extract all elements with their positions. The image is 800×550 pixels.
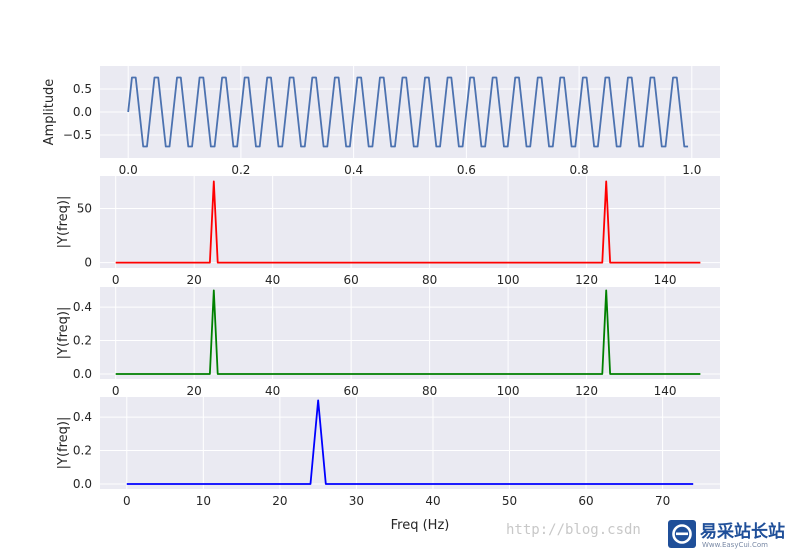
y-tick-label: 0.4 — [73, 410, 92, 424]
series-line-1 — [115, 289, 701, 375]
x-tick-label: 40 — [265, 273, 280, 287]
x-tick-label: 20 — [187, 273, 202, 287]
x-tick-label: 40 — [265, 384, 280, 398]
subplot-4: 0 10 20 30 40 50 60 70 0.0 0.2 0.4|Y(freq)| Freq (H… — [56, 397, 720, 533]
y-axis-label: |Y(freq)| — [56, 417, 71, 470]
y-tick-label: 0.0 — [73, 105, 92, 119]
watermark-brand: 易采站长站 — [700, 521, 785, 542]
x-tick-label: 120 — [575, 273, 598, 287]
x-tick-label: 20 — [187, 384, 202, 398]
x-tick-label: 80 — [422, 273, 437, 287]
y-tick-label: 50 — [77, 201, 92, 215]
x-tick-label: 1.0 — [682, 163, 701, 177]
x-tick-label: 60 — [343, 273, 358, 287]
subplot-2: 0 20 40 60 80 100 120 140 0 50 |Y(freq)| — [56, 176, 720, 287]
x-tick-label: 140 — [654, 273, 677, 287]
subplot-3: 0 20 40 60 80 100 120 140 0.0 0.2 0.4|Y(freq)| — [56, 287, 720, 398]
x-tick-label: 0.2 — [231, 163, 250, 177]
x-tick-label: 80 — [422, 384, 437, 398]
x-tick-label: 100 — [497, 273, 520, 287]
series-line-1 — [115, 180, 701, 264]
y-tick-label: 0.0 — [73, 367, 92, 381]
watermark-url: http://blog.csdn — [506, 522, 641, 538]
y-tick-label: 0 — [84, 256, 92, 270]
x-tick-label: 10 — [196, 494, 211, 508]
plot-background — [100, 176, 720, 268]
y-tick-label: 0.0 — [73, 477, 92, 491]
x-tick-label: 0.6 — [457, 163, 476, 177]
x-tick-label: 50 — [502, 494, 517, 508]
x-tick-label: 120 — [575, 384, 598, 398]
y-tick-label: 0.2 — [73, 444, 92, 458]
y-axis-label: Amplitude — [42, 79, 57, 146]
x-tick-label: 30 — [349, 494, 364, 508]
x-tick-label: 0.0 — [119, 163, 138, 177]
charts: 0.0 0.2 0.4 0.6 0.8 1.0 −0.5 0.0 0.5 Amplitude 0 20… — [42, 66, 720, 533]
series-line-1 — [127, 76, 689, 148]
x-axis-label: Freq (Hz) — [391, 518, 450, 533]
e-logo-icon — [668, 520, 696, 548]
y-tick-label: 0.4 — [73, 300, 92, 314]
y-tick-label: 0.2 — [73, 334, 92, 348]
x-tick-label: 0 — [112, 384, 120, 398]
x-tick-label: 140 — [654, 384, 677, 398]
y-tick-label: −0.5 — [63, 128, 92, 142]
plot-background — [100, 397, 720, 489]
y-axis-label: |Y(freq)| — [56, 196, 71, 249]
series-line-1 — [126, 399, 694, 485]
y-axis-label: |Y(freq)| — [56, 307, 71, 360]
watermark: http://blog.csdn 易采站长站 Www.EasyCui.Com — [506, 516, 800, 550]
x-tick-label: 70 — [655, 494, 670, 508]
x-tick-label: 0 — [123, 494, 131, 508]
x-tick-label: 60 — [578, 494, 593, 508]
plot-background — [100, 287, 720, 379]
subplot-1: 0.0 0.2 0.4 0.6 0.8 1.0 −0.5 0.0 0.5 Amplitude — [42, 66, 720, 177]
x-tick-label: 0.8 — [570, 163, 589, 177]
y-tick-label: 0.5 — [73, 82, 92, 96]
x-tick-label: 40 — [425, 494, 440, 508]
x-tick-label: 0.4 — [344, 163, 363, 177]
x-tick-label: 20 — [272, 494, 287, 508]
watermark-brand-sub: Www.EasyCui.Com — [702, 541, 768, 549]
x-tick-label: 60 — [343, 384, 358, 398]
x-tick-label: 100 — [497, 384, 520, 398]
x-tick-label: 0 — [112, 273, 120, 287]
